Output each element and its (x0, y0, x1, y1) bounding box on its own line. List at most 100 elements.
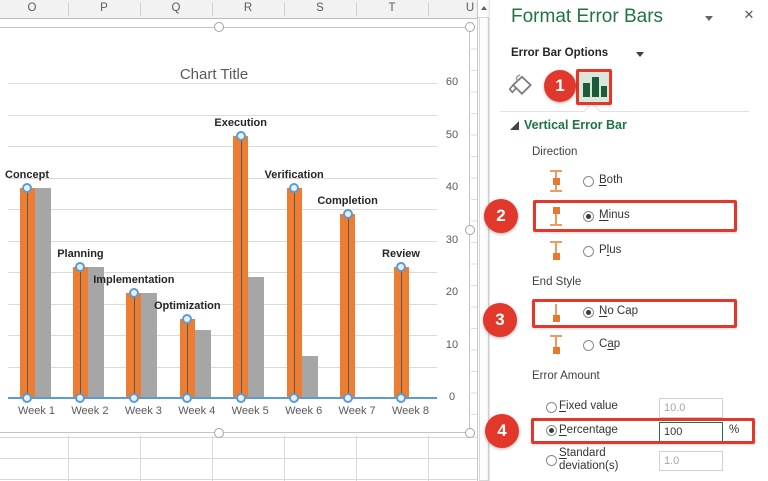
x-axis-label-5: Week 5 (231, 405, 269, 417)
error-bar-chart-icon[interactable] (579, 71, 611, 103)
option-label-plus: Plus (599, 244, 621, 257)
data-label-3: Implementation (93, 274, 175, 286)
glyph-part (552, 315, 560, 322)
radio-minus[interactable] (582, 210, 594, 222)
column-header-row[interactable]: O P Q R S T U (0, 0, 477, 19)
radio-both[interactable] (582, 175, 594, 187)
radio-percentage[interactable] (545, 425, 557, 436)
collapse-triangle-icon[interactable] (510, 121, 519, 130)
error-bar-top-marker (396, 261, 406, 272)
error-bar-7[interactable] (347, 214, 349, 398)
radio-plus[interactable] (582, 245, 594, 257)
error-bar-bottom-marker (22, 393, 32, 403)
column-header-S[interactable]: S (316, 2, 324, 14)
error-bar-3[interactable] (133, 293, 135, 398)
column-header-O[interactable]: O (27, 2, 37, 14)
bar-gray-1[interactable] (34, 188, 51, 398)
error-bar-5[interactable] (240, 135, 242, 398)
gridline (8, 366, 437, 368)
section-vertical-error-bar[interactable]: Vertical Error Bar (524, 118, 627, 132)
chart-selection-handle[interactable] (214, 22, 224, 32)
error-bar-bottom-marker (396, 393, 406, 403)
vertical-scrollbar[interactable] (477, 0, 489, 481)
glyph-part (550, 170, 562, 172)
data-label-1: Concept (5, 169, 49, 181)
data-label-7: Completion (317, 195, 378, 208)
column-header-P[interactable]: P (100, 2, 108, 14)
glyph-part (552, 347, 560, 354)
glyph-part (555, 214, 557, 224)
bar-gray-4[interactable] (194, 329, 211, 398)
error-bar-6[interactable] (294, 188, 296, 398)
annotation-box-3 (532, 298, 737, 328)
label-text: N (599, 305, 608, 317)
column-header-R[interactable]: R (243, 2, 253, 14)
chart-selection-handle[interactable] (465, 22, 475, 32)
close-icon[interactable]: ✕ (743, 7, 755, 22)
chart-selection-handle[interactable] (214, 428, 224, 438)
label-text: P (559, 423, 567, 436)
chevron-down-icon[interactable] (636, 52, 644, 57)
input-fixed-value[interactable] (659, 398, 723, 418)
scroll-up-arrow-icon (480, 6, 487, 10)
scroll-up-button[interactable] (478, 0, 489, 18)
bar-gray-6[interactable] (301, 356, 318, 398)
pane-menu-arrow-icon[interactable] (705, 16, 713, 21)
label-text: M (599, 209, 609, 221)
label-text: oth (606, 174, 623, 186)
scrollbar-thumb[interactable] (479, 17, 489, 481)
label-text: F (559, 400, 567, 412)
option-label-fixed-value: Fixed value (559, 400, 618, 413)
input-standard-deviation[interactable] (659, 451, 723, 471)
annotation-step-1: 1 (544, 70, 576, 102)
bar-gray-3[interactable] (141, 293, 158, 398)
input-percentage[interactable] (659, 421, 723, 442)
radio-standard-deviation[interactable] (545, 454, 557, 466)
error-bar-4[interactable] (187, 319, 189, 398)
data-label-8: Review (382, 247, 420, 260)
error-bar-8[interactable] (401, 266, 402, 398)
x-axis-label-8: Week 8 (391, 405, 430, 417)
error-bar-1[interactable] (27, 188, 28, 398)
radio-no-cap[interactable] (582, 306, 594, 318)
error-bar-minus-icon (548, 204, 564, 228)
column-header-T[interactable]: T (388, 2, 396, 14)
radio-cap[interactable] (582, 339, 594, 351)
glyph-part (552, 177, 560, 185)
percent-suffix: % (729, 423, 740, 436)
option-label-no-cap: No Cap (599, 305, 638, 318)
group-label-direction: Direction (532, 146, 578, 158)
annotation-step-4: 4 (485, 414, 519, 448)
annotation-box-1 (575, 68, 612, 105)
error-bar-top-marker (289, 183, 300, 193)
glyph-part (550, 241, 562, 243)
label-text: tandard (566, 447, 606, 459)
bar-gray-5[interactable] (248, 277, 265, 398)
label-text: ixed value (566, 400, 618, 412)
label-text: o Cap (607, 305, 638, 317)
annotation-box-2 (533, 200, 737, 232)
chart-selection-handle[interactable] (465, 225, 475, 235)
radio-fixed-value[interactable] (545, 401, 557, 413)
error-bar-top-marker (22, 183, 32, 193)
column-header-Q[interactable]: Q (171, 2, 181, 14)
column-header-U[interactable]: U (465, 2, 475, 14)
error-bar-bottom-marker (235, 393, 246, 403)
chart-title[interactable]: Chart Title (179, 66, 249, 83)
error-bar-options-dropdown[interactable]: Error Bar Options (511, 47, 609, 59)
error-bar-bottom-marker (75, 393, 86, 403)
x-axis-label-1: Week 1 (17, 405, 56, 417)
option-label-both: Both (599, 174, 623, 187)
y-axis-label: 10 (445, 338, 459, 351)
header-separator (68, 2, 69, 16)
bar-gray-2[interactable] (87, 266, 104, 398)
y-axis-label: 20 (445, 286, 459, 298)
error-bar-bottom-marker (128, 393, 139, 403)
paint-bucket-icon[interactable] (505, 71, 533, 99)
column-gridline (212, 436, 213, 481)
error-bar-2[interactable] (80, 266, 82, 398)
group-label-error-amount: Error Amount (532, 370, 600, 382)
line-series-blue[interactable] (8, 396, 437, 399)
chart-selection-handle[interactable] (465, 428, 475, 438)
